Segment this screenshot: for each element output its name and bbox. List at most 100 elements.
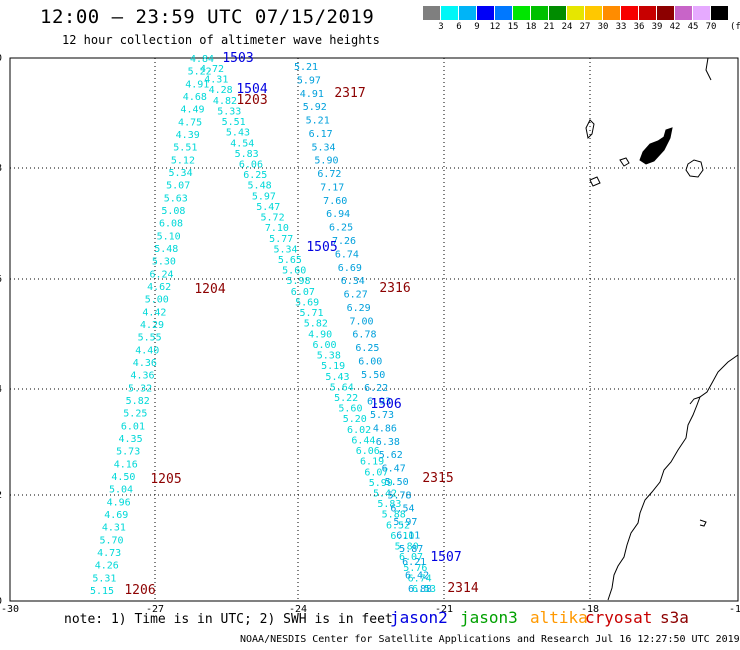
swh-value-track-b: 5.83 (235, 149, 259, 160)
scale-swatch (585, 6, 602, 20)
swh-tracks: 4.845.224.914.684.494.754.395.515.125.34… (90, 54, 436, 597)
swh-value-track-c: 5.87 (399, 544, 423, 555)
swh-value-track-a: 6.24 (149, 269, 173, 280)
swh-value-track-c: 6.94 (326, 209, 350, 220)
swh-value-track-b: 6.53 (412, 584, 436, 595)
swh-value-track-c: 6.42 (405, 571, 429, 582)
swh-value-track-a: 5.51 (173, 143, 197, 154)
swh-value-track-b: 5.51 (222, 117, 246, 128)
swh-value-track-a: 5.30 (152, 257, 176, 268)
lat-label: 28 (0, 163, 2, 174)
pass-number-label: 1206 (124, 583, 155, 598)
swh-value-track-b: 5.42 (373, 488, 397, 499)
swh-value-track-c: 6.22 (364, 383, 388, 394)
swh-value-track-a: 5.70 (99, 535, 123, 546)
swh-value-track-b: 6.06 (239, 160, 263, 171)
swh-value-track-a: 4.35 (119, 434, 143, 445)
swh-value-track-b: 5.99 (369, 478, 393, 489)
swh-value-track-c: 6.17 (309, 129, 333, 140)
swh-value-track-c: 5.34 (311, 142, 335, 153)
swh-value-track-a: 5.82 (126, 396, 150, 407)
swh-value-track-a: 5.31 (92, 573, 116, 584)
coastline (585, 57, 739, 601)
swh-value-track-a: 4.68 (183, 92, 207, 103)
island-lanzarote (705, 57, 712, 81)
swh-value-track-b: 5.60 (282, 266, 306, 277)
scale-swatch (711, 6, 728, 20)
swh-value-track-b: 6.25 (243, 170, 267, 181)
swh-value-track-b: 5.22 (334, 393, 358, 404)
scale-swatch (639, 6, 656, 20)
swh-value-track-b: 5.97 (252, 191, 276, 202)
scale-swatch (513, 6, 530, 20)
swh-value-track-b: 4.28 (209, 85, 233, 96)
scale-label: 15 (507, 22, 519, 32)
pass-number-label: 1505 (306, 240, 337, 255)
scale-label: 9 (474, 22, 480, 32)
swh-value-track-c: 5.21 (294, 62, 318, 73)
scale-swatch (567, 6, 584, 20)
coast-detail-2 (699, 519, 707, 527)
swh-value-track-a: 4.36 (130, 371, 154, 382)
island-tenerife (639, 127, 673, 165)
swh-value-track-a: 5.34 (169, 168, 193, 179)
swh-value-track-a: 5.48 (154, 244, 178, 255)
swh-value-track-b: 6.07 (364, 467, 388, 478)
scale-label: 27 (579, 22, 591, 32)
swh-value-track-a: 4.73 (97, 548, 121, 559)
swh-value-track-c: 7.60 (323, 196, 347, 207)
swh-value-track-b: 6.02 (347, 425, 371, 436)
swh-value-track-a: 4.75 (178, 117, 202, 128)
grid-lines (10, 58, 738, 601)
swh-value-track-a: 4.62 (147, 282, 171, 293)
swh-value-track-c: 5.92 (303, 102, 327, 113)
swh-value-track-a: 4.84 (190, 54, 214, 65)
swh-value-track-a: 4.16 (114, 459, 138, 470)
scale-label: 36 (633, 22, 645, 32)
swh-value-track-b: 5.77 (269, 234, 293, 245)
swh-value-track-b: 5.76 (403, 563, 427, 574)
scale-swatch (459, 6, 476, 20)
scale-swatch (675, 6, 692, 20)
scale-label: 12 (489, 22, 501, 32)
island-gran-canaria (685, 159, 704, 178)
swh-value-track-b: 5.72 (261, 213, 285, 224)
swh-value-track-a: 5.15 (90, 586, 114, 597)
swh-value-track-b: 5.82 (304, 319, 328, 330)
lon-label: -15 (729, 604, 740, 615)
swh-value-track-b: 5.60 (338, 404, 362, 415)
swh-value-track-b: 5.71 (299, 308, 323, 319)
pass-number-label: 1205 (150, 472, 181, 487)
swh-value-track-a: 5.22 (188, 67, 212, 78)
swh-value-track-c: 4.91 (300, 89, 324, 100)
swh-value-track-c: 4.86 (373, 423, 397, 434)
swh-value-track-b: 4.90 (308, 329, 332, 340)
swh-value-track-b: 5.43 (226, 128, 250, 139)
swh-value-track-b: 5.98 (286, 276, 310, 287)
swh-value-track-c: 6.29 (347, 303, 371, 314)
scale-label: 21 (543, 22, 555, 32)
swh-value-track-c: 6.11 (396, 530, 420, 541)
swh-value-track-b: 7.10 (265, 223, 289, 234)
swh-value-track-b: 5.38 (317, 351, 341, 362)
lat-label: 20 (0, 596, 2, 607)
pass-number-label: 2316 (379, 281, 410, 296)
swh-value-track-b: 5.65 (278, 255, 302, 266)
swh-value-track-a: 5.12 (171, 155, 195, 166)
swh-value-track-a: 5.07 (166, 181, 190, 192)
swh-value-track-b: 6.07 (291, 287, 315, 298)
scale-label: 42 (669, 22, 681, 32)
scale-swatch (693, 6, 710, 20)
swh-value-track-c: 6.25 (355, 343, 379, 354)
scale-label: 33 (615, 22, 627, 32)
scale-label: 24 (561, 22, 573, 32)
swh-value-track-a: 5.25 (123, 409, 147, 420)
swh-value-track-b: 5.47 (256, 202, 280, 213)
swh-value-track-c: 5.97 (297, 75, 321, 86)
swh-value-track-a: 4.50 (111, 472, 135, 483)
swh-value-track-c: 5.50 (361, 370, 385, 381)
map-subtitle: 12 hour collection of altimeter wave hei… (62, 33, 380, 47)
swh-value-track-a: 6.08 (159, 219, 183, 230)
